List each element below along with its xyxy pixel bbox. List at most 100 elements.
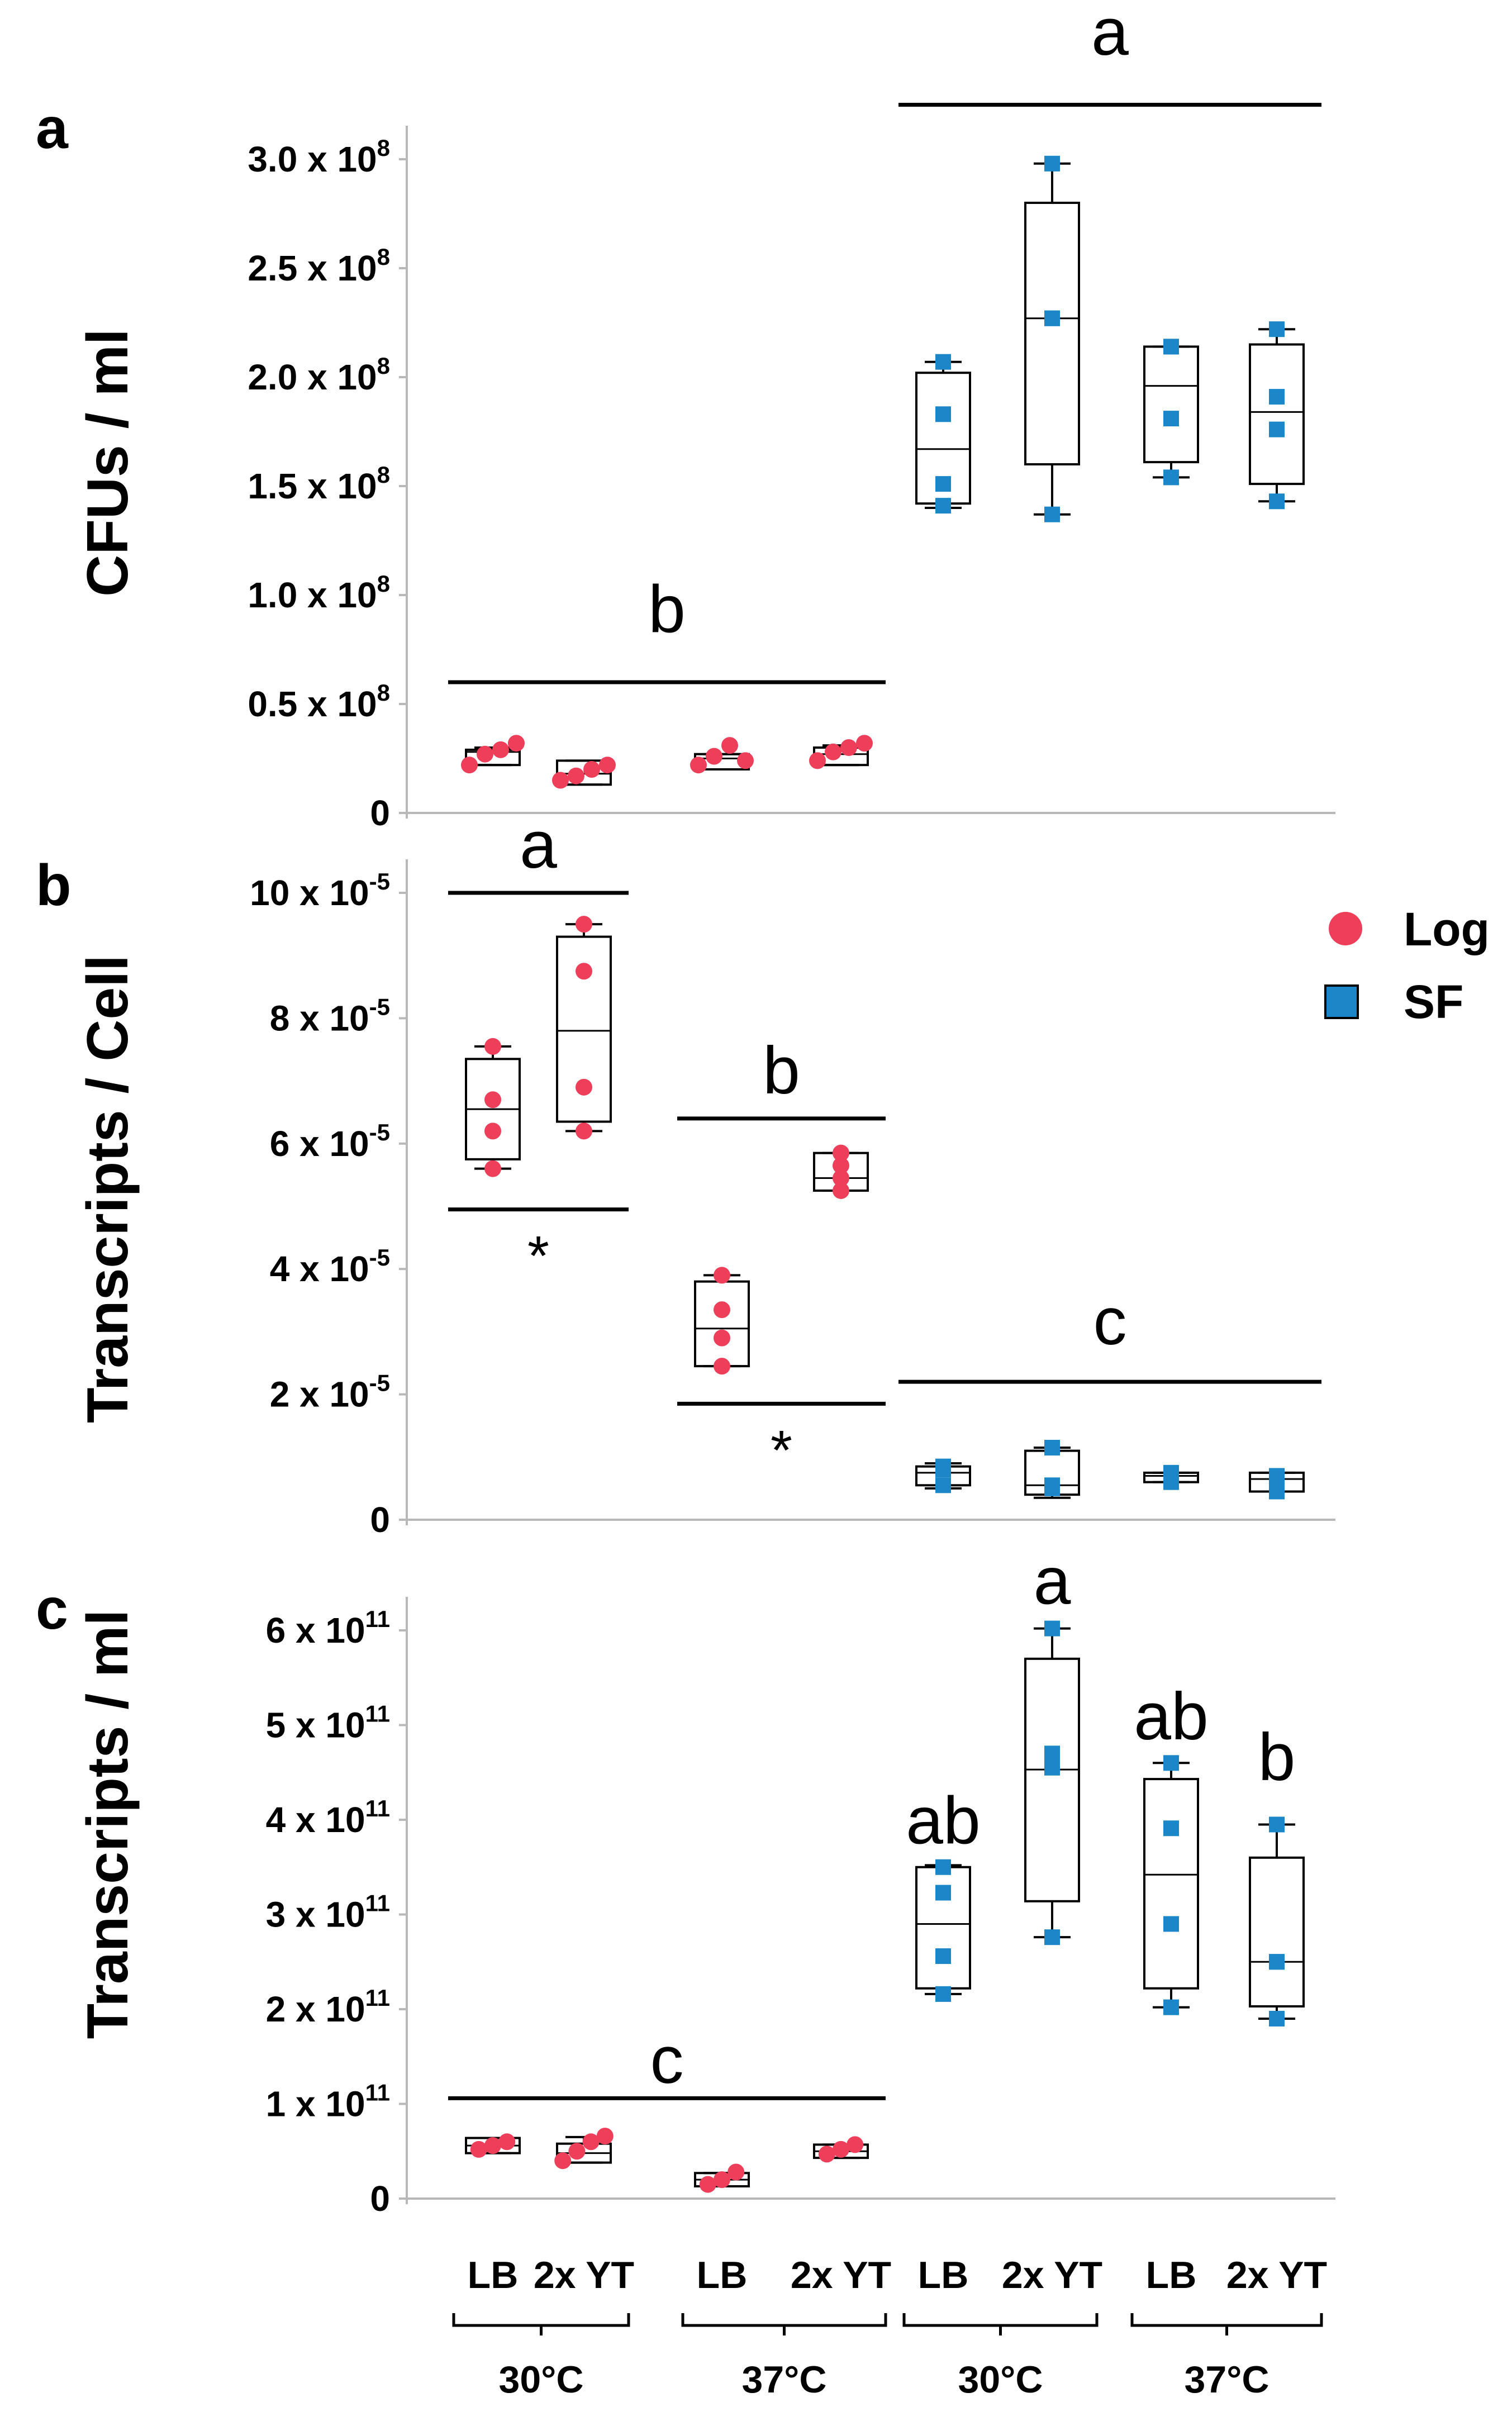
y-tick-label: 1.0 x 108	[248, 570, 390, 615]
box-sf-6	[1024, 155, 1080, 522]
legend: Log SF	[1324, 903, 1490, 1028]
legend-log-marker	[1329, 912, 1362, 945]
data-point-log	[461, 757, 478, 774]
data-point-log	[833, 1169, 849, 1187]
panel-letter: c	[36, 1577, 68, 1642]
data-point-sf	[1044, 1439, 1060, 1455]
data-point-sf	[1269, 1954, 1285, 1970]
box-log-4	[809, 735, 873, 769]
data-point-log	[840, 739, 857, 756]
data-point-log	[582, 2133, 600, 2151]
y-tick-label: 6 x 10-5	[270, 1119, 390, 1164]
x-category-label: 2x YT	[534, 2254, 634, 2296]
y-tick-label: 3.0 x 108	[248, 135, 390, 179]
data-point-log	[477, 745, 493, 763]
box-iqr	[1024, 1657, 1080, 1902]
data-point-sf	[1163, 1464, 1179, 1481]
data-point-log	[599, 757, 616, 774]
box-log-4	[813, 2136, 869, 2163]
y-tick-label: 0	[370, 793, 390, 833]
data-point-sf	[1269, 321, 1285, 337]
data-point-log	[484, 1122, 501, 1140]
data-point-sf	[1163, 1755, 1179, 1771]
box-sf-5	[915, 1458, 971, 1493]
data-point-sf	[1044, 310, 1060, 326]
panel-a: a CFUs / ml 0 0.5 x 108 1.0 x 108 1.5 x 108 2.…	[36, 0, 1335, 833]
data-point-sf	[1269, 389, 1285, 405]
data-point-sf	[935, 406, 951, 422]
data-point-log	[699, 2176, 716, 2193]
data-point-log	[492, 741, 509, 758]
significance-label: c	[650, 2023, 684, 2097]
panel-letter: a	[36, 96, 69, 161]
data-point-log	[576, 916, 592, 933]
data-point-sf	[935, 1948, 951, 1964]
y-tick-label: 6 x 1011	[266, 1606, 390, 1650]
group-label: 30°C	[958, 2358, 1043, 2401]
group-label: 37°C	[1185, 2358, 1269, 2401]
data-point-sf	[1163, 411, 1179, 427]
data-point-sf	[1163, 339, 1179, 355]
box-log-2	[554, 2128, 614, 2170]
data-point-log	[568, 767, 584, 784]
box-sf-8	[1249, 1468, 1305, 1500]
data-point-log	[728, 2163, 745, 2181]
box-log-3	[694, 2163, 750, 2193]
box-iqr	[1249, 343, 1305, 486]
box-iqr	[694, 1280, 750, 1368]
data-point-log	[576, 1122, 592, 1140]
box-log-1	[461, 735, 525, 774]
group-bracket	[1130, 2313, 1323, 2327]
box-sf-7	[1143, 1755, 1199, 2015]
y-axis-label: Transcripts / ml	[75, 1610, 140, 2039]
data-point-sf	[1044, 1759, 1060, 1776]
data-point-log	[596, 2128, 614, 2145]
data-point-sf	[935, 498, 951, 514]
y-axis-label: Transcripts / Cell	[75, 955, 140, 1423]
data-point-log	[484, 1038, 501, 1055]
data-point-sf	[1269, 1468, 1285, 1484]
y-tick-label: 1.5 x 108	[248, 462, 390, 506]
data-point-log	[576, 963, 592, 980]
significance-label: b	[1258, 1720, 1296, 1795]
x-category-label: 2x YT	[1002, 2254, 1102, 2296]
significance-label: c	[1093, 1284, 1127, 1359]
data-point-sf	[1044, 1929, 1060, 1945]
data-point-sf	[1269, 493, 1285, 510]
significance-label: a	[1091, 0, 1129, 69]
box-sf-7	[1143, 1464, 1199, 1490]
data-point-sf	[1163, 469, 1179, 486]
data-point-log	[484, 1091, 501, 1109]
group-bracket	[452, 2313, 630, 2327]
y-tick-label: 2.0 x 108	[248, 353, 390, 397]
data-point-log	[706, 748, 722, 765]
data-point-log	[847, 2136, 864, 2153]
data-point-sf	[1163, 1820, 1179, 1837]
data-point-sf	[935, 1885, 951, 1901]
box-log-4	[813, 1144, 869, 1199]
data-point-log	[554, 2152, 572, 2170]
significance-label: *	[771, 1419, 792, 1482]
data-point-log	[833, 1144, 849, 1162]
data-point-sf	[935, 1986, 951, 2002]
box-sf-7	[1143, 339, 1199, 486]
panel-letter: b	[36, 853, 72, 918]
data-point-log	[498, 2133, 516, 2151]
group-bracket	[681, 2313, 887, 2327]
data-point-sf	[1044, 1477, 1060, 1493]
box-iqr	[1249, 1856, 1305, 2008]
y-tick-label: 10 x 10-5	[250, 868, 390, 913]
x-axis-categories: LB 2x YT LB 2x YT LB 2x YT LB 2x YT	[468, 2254, 1327, 2296]
x-axis-groups: 30°C 37°C 30°C 37°C	[452, 2313, 1323, 2401]
data-point-log	[737, 752, 754, 769]
x-category-label: LB	[468, 2254, 519, 2296]
y-tick-label: 4 x 10-5	[270, 1244, 390, 1289]
box-sf-8	[1249, 321, 1305, 510]
y-tick-label: 4 x 1011	[266, 1795, 390, 1840]
y-tick-label: 8 x 10-5	[270, 993, 390, 1038]
data-point-log	[484, 2137, 501, 2154]
y-tick-label: 2 x 1011	[266, 1985, 390, 2029]
significance-label: a	[1034, 1544, 1071, 1619]
data-point-sf	[1269, 2010, 1285, 2027]
data-point-log	[818, 2146, 835, 2163]
